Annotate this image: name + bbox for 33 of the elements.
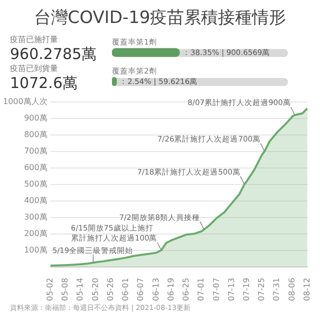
y-tick-label: 600萬 bbox=[24, 162, 48, 172]
y-tick-label: 900萬 bbox=[24, 113, 48, 122]
chart-title: 台灣COVID-19疫苗累積接種情形 bbox=[32, 7, 288, 29]
text: 1072.6萬 bbox=[10, 74, 78, 92]
x-tick-label: 07-31 bbox=[272, 278, 282, 302]
x-tick-label: 07-25 bbox=[257, 278, 266, 302]
x-tick-label: 07-19 bbox=[242, 278, 251, 302]
y-tick-label: 700萬 bbox=[24, 146, 48, 156]
y-tick-label: 300萬 bbox=[24, 212, 48, 222]
x-tick-label: 05-14 bbox=[76, 278, 85, 302]
x-tick-label: 07-13 bbox=[226, 278, 236, 302]
x-tick-label: 06-19 bbox=[166, 278, 176, 302]
x-tick-label: 05-26 bbox=[106, 278, 115, 302]
x-tick-label: 05-08 bbox=[60, 278, 70, 302]
x-tick-label: 08-12 bbox=[302, 278, 312, 302]
text: 疫苗已施打量 bbox=[10, 35, 58, 44]
x-tick-label: 07-01 bbox=[196, 278, 206, 302]
y-tick-label: 1000萬人次 bbox=[3, 96, 48, 106]
text: 960.2785萬 bbox=[10, 45, 98, 63]
x-tick-label: 06-25 bbox=[182, 278, 191, 302]
x-tick-label: 06-07 bbox=[136, 278, 146, 302]
y-tick-label: 800萬 bbox=[24, 130, 48, 139]
x-tick-label: 05-02 bbox=[45, 278, 54, 302]
y-tick-label: 400萬 bbox=[24, 196, 48, 205]
y-tick-label: 100萬 bbox=[24, 245, 48, 254]
x-tick-label: 05-20 bbox=[90, 278, 100, 302]
x-tick-label: 07-07 bbox=[212, 278, 221, 302]
y-tick-label: 200萬 bbox=[24, 228, 48, 238]
x-tick-label: 08-06 bbox=[287, 278, 296, 302]
x-tick-label: 06-01 bbox=[121, 278, 130, 302]
y-tick-label: 500萬 bbox=[24, 179, 48, 188]
text: 疫苗已到貨量 bbox=[10, 64, 58, 73]
x-tick-label: 06-13 bbox=[151, 278, 160, 302]
